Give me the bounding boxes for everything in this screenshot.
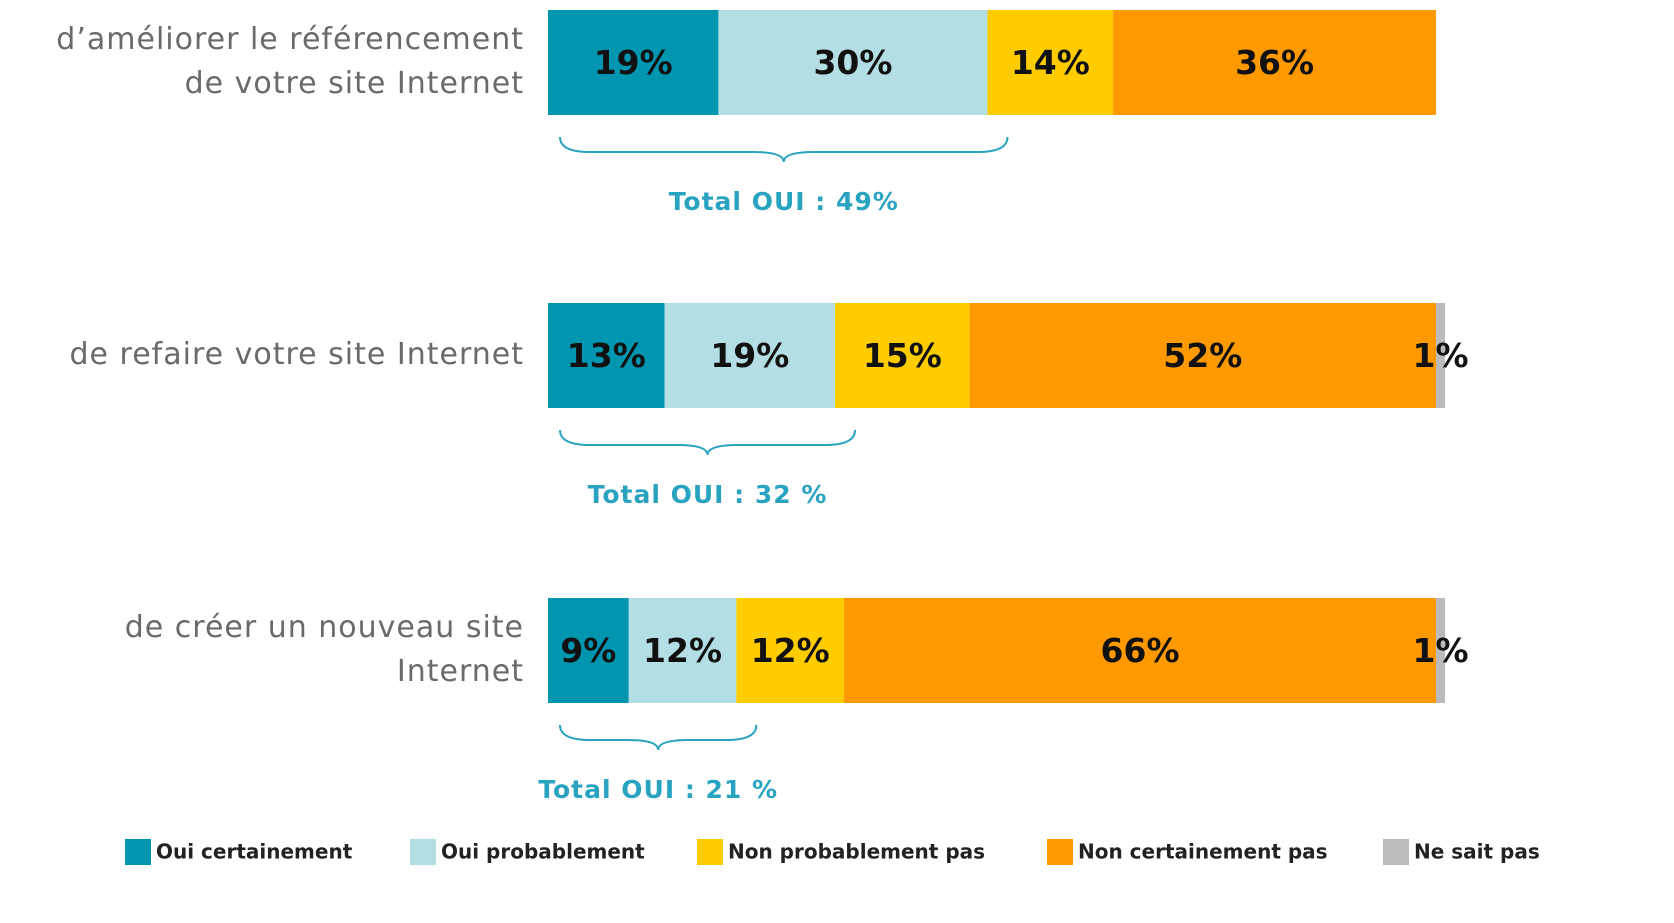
annotation: Total OUI : 32 % xyxy=(588,480,828,509)
value-label: 12% xyxy=(643,631,722,670)
category-label: de refaire votre site Internet xyxy=(70,337,525,372)
bar-segment xyxy=(1436,598,1445,703)
annotation: Total OUI : 21 % xyxy=(538,775,778,804)
bar-segment xyxy=(718,10,988,115)
value-label: 19% xyxy=(594,43,673,82)
bar-segment xyxy=(548,598,629,703)
bar-segment xyxy=(664,303,836,408)
value-label: 19% xyxy=(710,336,789,375)
legend-label: Oui certainement xyxy=(156,840,353,864)
legend-swatch xyxy=(1383,839,1409,865)
value-label: 30% xyxy=(813,43,892,82)
value-label: 15% xyxy=(863,336,942,375)
legend-label: Oui probablement xyxy=(441,840,645,864)
legend-swatch xyxy=(697,839,723,865)
legend-swatch xyxy=(410,839,436,865)
bar-segment xyxy=(736,598,845,703)
category-label: de créer un nouveau site xyxy=(125,610,524,645)
legend-swatch xyxy=(125,839,151,865)
value-label: 66% xyxy=(1101,631,1180,670)
annotation: Total OUI : 49% xyxy=(669,187,899,216)
bar-segment xyxy=(548,10,719,115)
value-label: 36% xyxy=(1235,43,1314,82)
bar-segment xyxy=(987,10,1114,115)
legend-label: Non certainement pas xyxy=(1078,840,1328,864)
value-label: 13% xyxy=(567,336,646,375)
value-label: 1% xyxy=(1412,631,1468,670)
value-label: 14% xyxy=(1011,43,1090,82)
bar-segment xyxy=(1113,10,1437,115)
legend-label: Non probablement pas xyxy=(728,840,985,864)
legend-swatch xyxy=(1047,839,1073,865)
bar-segment xyxy=(835,303,970,408)
bar-segment xyxy=(628,598,737,703)
category-label: de votre site Internet xyxy=(185,66,524,101)
brace xyxy=(559,429,857,456)
bar-segment xyxy=(969,303,1437,408)
brace xyxy=(559,724,758,751)
legend-label: Ne sait pas xyxy=(1414,840,1540,864)
bar-segment xyxy=(548,303,665,408)
value-label: 1% xyxy=(1412,336,1468,375)
category-label: Internet xyxy=(397,654,524,689)
value-label: 12% xyxy=(751,631,830,670)
brace xyxy=(559,136,1009,163)
bar-segment xyxy=(1436,303,1445,408)
value-label: 9% xyxy=(560,631,616,670)
bar-segment xyxy=(844,598,1437,703)
value-label: 52% xyxy=(1163,336,1242,375)
category-label: d’améliorer le référencement xyxy=(56,22,524,57)
